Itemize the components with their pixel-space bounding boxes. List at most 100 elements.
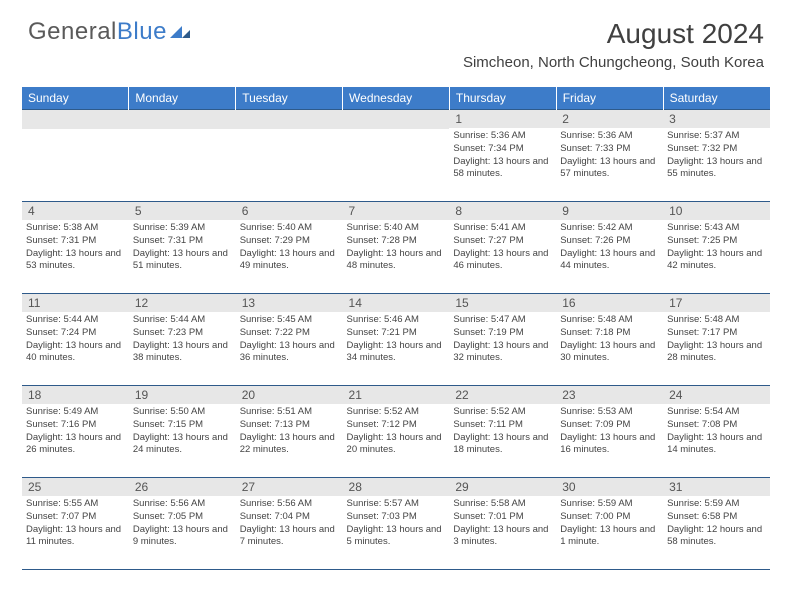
day-content: Sunrise: 5:58 AMSunset: 7:01 PMDaylight:… [449, 496, 556, 551]
day-number: 3 [663, 110, 770, 128]
sunset-text: Sunset: 7:15 PM [133, 419, 232, 432]
daylight-text: Daylight: 13 hours and 48 minutes. [347, 248, 446, 274]
day-content: Sunrise: 5:49 AMSunset: 7:16 PMDaylight:… [22, 404, 129, 459]
daylight-text: Daylight: 13 hours and 44 minutes. [560, 248, 659, 274]
day-content: Sunrise: 5:47 AMSunset: 7:19 PMDaylight:… [449, 312, 556, 367]
calendar-row: 11Sunrise: 5:44 AMSunset: 7:24 PMDayligh… [22, 294, 770, 386]
sunrise-text: Sunrise: 5:42 AM [560, 222, 659, 235]
day-content: Sunrise: 5:45 AMSunset: 7:22 PMDaylight:… [236, 312, 343, 367]
calendar-cell: 3Sunrise: 5:37 AMSunset: 7:32 PMDaylight… [663, 110, 770, 202]
calendar-row: 25Sunrise: 5:55 AMSunset: 7:07 PMDayligh… [22, 478, 770, 570]
calendar-cell: 21Sunrise: 5:52 AMSunset: 7:12 PMDayligh… [343, 386, 450, 478]
sunset-text: Sunset: 7:13 PM [240, 419, 339, 432]
sunrise-text: Sunrise: 5:52 AM [347, 406, 446, 419]
daylight-text: Daylight: 13 hours and 28 minutes. [667, 340, 766, 366]
day-content: Sunrise: 5:43 AMSunset: 7:25 PMDaylight:… [663, 220, 770, 275]
day-content: Sunrise: 5:48 AMSunset: 7:17 PMDaylight:… [663, 312, 770, 367]
day-number: 25 [22, 478, 129, 496]
calendar-cell: 5Sunrise: 5:39 AMSunset: 7:31 PMDaylight… [129, 202, 236, 294]
sunset-text: Sunset: 7:27 PM [453, 235, 552, 248]
sunrise-text: Sunrise: 5:45 AM [240, 314, 339, 327]
sunset-text: Sunset: 7:28 PM [347, 235, 446, 248]
sunset-text: Sunset: 7:24 PM [26, 327, 125, 340]
calendar-head: Sunday Monday Tuesday Wednesday Thursday… [22, 87, 770, 110]
calendar-cell: 25Sunrise: 5:55 AMSunset: 7:07 PMDayligh… [22, 478, 129, 570]
sunset-text: Sunset: 6:58 PM [667, 511, 766, 524]
calendar-cell: 7Sunrise: 5:40 AMSunset: 7:28 PMDaylight… [343, 202, 450, 294]
calendar-cell: 23Sunrise: 5:53 AMSunset: 7:09 PMDayligh… [556, 386, 663, 478]
calendar-cell: 24Sunrise: 5:54 AMSunset: 7:08 PMDayligh… [663, 386, 770, 478]
calendar-cell [343, 110, 450, 202]
day-number: 13 [236, 294, 343, 312]
sunset-text: Sunset: 7:17 PM [667, 327, 766, 340]
day-number: 29 [449, 478, 556, 496]
day-content: Sunrise: 5:36 AMSunset: 7:34 PMDaylight:… [449, 128, 556, 183]
day-number: 26 [129, 478, 236, 496]
weekday-header: Thursday [449, 87, 556, 110]
sunset-text: Sunset: 7:12 PM [347, 419, 446, 432]
day-content: Sunrise: 5:50 AMSunset: 7:15 PMDaylight:… [129, 404, 236, 459]
sunset-text: Sunset: 7:22 PM [240, 327, 339, 340]
calendar-cell: 13Sunrise: 5:45 AMSunset: 7:22 PMDayligh… [236, 294, 343, 386]
sunset-text: Sunset: 7:33 PM [560, 143, 659, 156]
empty-day-header [343, 110, 450, 129]
day-number: 1 [449, 110, 556, 128]
sunset-text: Sunset: 7:29 PM [240, 235, 339, 248]
logo-text-gray: General [28, 18, 117, 46]
day-number: 9 [556, 202, 663, 220]
day-content: Sunrise: 5:56 AMSunset: 7:04 PMDaylight:… [236, 496, 343, 551]
daylight-text: Daylight: 13 hours and 49 minutes. [240, 248, 339, 274]
calendar-row: 1Sunrise: 5:36 AMSunset: 7:34 PMDaylight… [22, 110, 770, 202]
daylight-text: Daylight: 13 hours and 20 minutes. [347, 432, 446, 458]
day-content: Sunrise: 5:44 AMSunset: 7:23 PMDaylight:… [129, 312, 236, 367]
day-content: Sunrise: 5:40 AMSunset: 7:28 PMDaylight:… [343, 220, 450, 275]
sunrise-text: Sunrise: 5:54 AM [667, 406, 766, 419]
calendar-row: 18Sunrise: 5:49 AMSunset: 7:16 PMDayligh… [22, 386, 770, 478]
calendar-cell: 9Sunrise: 5:42 AMSunset: 7:26 PMDaylight… [556, 202, 663, 294]
daylight-text: Daylight: 13 hours and 24 minutes. [133, 432, 232, 458]
day-content: Sunrise: 5:53 AMSunset: 7:09 PMDaylight:… [556, 404, 663, 459]
calendar-cell: 22Sunrise: 5:52 AMSunset: 7:11 PMDayligh… [449, 386, 556, 478]
sunrise-text: Sunrise: 5:50 AM [133, 406, 232, 419]
day-number: 16 [556, 294, 663, 312]
sunset-text: Sunset: 7:07 PM [26, 511, 125, 524]
calendar-row: 4Sunrise: 5:38 AMSunset: 7:31 PMDaylight… [22, 202, 770, 294]
daylight-text: Daylight: 13 hours and 11 minutes. [26, 524, 125, 550]
calendar-cell: 17Sunrise: 5:48 AMSunset: 7:17 PMDayligh… [663, 294, 770, 386]
daylight-text: Daylight: 13 hours and 46 minutes. [453, 248, 552, 274]
day-number: 30 [556, 478, 663, 496]
calendar-cell: 1Sunrise: 5:36 AMSunset: 7:34 PMDaylight… [449, 110, 556, 202]
month-year: August 2024 [463, 18, 764, 50]
calendar-cell: 15Sunrise: 5:47 AMSunset: 7:19 PMDayligh… [449, 294, 556, 386]
calendar-cell: 27Sunrise: 5:56 AMSunset: 7:04 PMDayligh… [236, 478, 343, 570]
calendar-cell [236, 110, 343, 202]
sunset-text: Sunset: 7:08 PM [667, 419, 766, 432]
calendar-cell: 26Sunrise: 5:56 AMSunset: 7:05 PMDayligh… [129, 478, 236, 570]
sunrise-text: Sunrise: 5:56 AM [240, 498, 339, 511]
day-number: 19 [129, 386, 236, 404]
day-number: 18 [22, 386, 129, 404]
daylight-text: Daylight: 13 hours and 26 minutes. [26, 432, 125, 458]
day-number: 2 [556, 110, 663, 128]
day-number: 31 [663, 478, 770, 496]
day-content: Sunrise: 5:52 AMSunset: 7:12 PMDaylight:… [343, 404, 450, 459]
day-content: Sunrise: 5:56 AMSunset: 7:05 PMDaylight:… [129, 496, 236, 551]
sunrise-text: Sunrise: 5:40 AM [240, 222, 339, 235]
weekday-header: Wednesday [343, 87, 450, 110]
calendar-body: 1Sunrise: 5:36 AMSunset: 7:34 PMDaylight… [22, 110, 770, 570]
sunrise-text: Sunrise: 5:44 AM [133, 314, 232, 327]
day-number: 5 [129, 202, 236, 220]
calendar-cell: 18Sunrise: 5:49 AMSunset: 7:16 PMDayligh… [22, 386, 129, 478]
sunrise-text: Sunrise: 5:46 AM [347, 314, 446, 327]
day-number: 22 [449, 386, 556, 404]
daylight-text: Daylight: 13 hours and 42 minutes. [667, 248, 766, 274]
daylight-text: Daylight: 13 hours and 38 minutes. [133, 340, 232, 366]
day-content: Sunrise: 5:59 AMSunset: 7:00 PMDaylight:… [556, 496, 663, 551]
calendar-cell: 12Sunrise: 5:44 AMSunset: 7:23 PMDayligh… [129, 294, 236, 386]
sunset-text: Sunset: 7:31 PM [26, 235, 125, 248]
day-number: 20 [236, 386, 343, 404]
sunrise-text: Sunrise: 5:38 AM [26, 222, 125, 235]
day-content: Sunrise: 5:44 AMSunset: 7:24 PMDaylight:… [22, 312, 129, 367]
daylight-text: Daylight: 13 hours and 1 minute. [560, 524, 659, 550]
day-content: Sunrise: 5:39 AMSunset: 7:31 PMDaylight:… [129, 220, 236, 275]
